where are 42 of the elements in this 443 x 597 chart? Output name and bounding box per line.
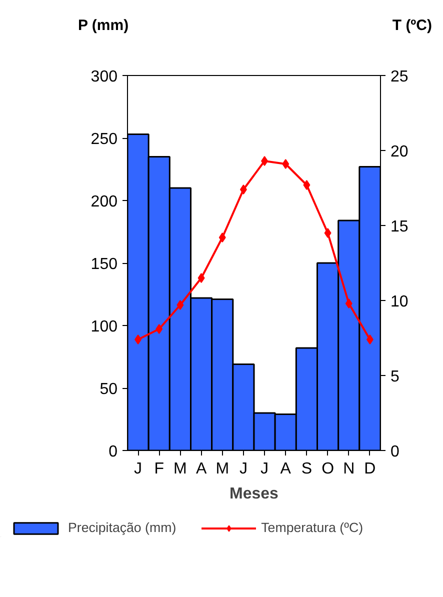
- y-tick-label: 150: [90, 256, 118, 273]
- x-tick-label: O: [322, 460, 334, 478]
- y2-tick-label: 0: [390, 444, 400, 460]
- point: [366, 334, 374, 344]
- y-tick-label: 0: [108, 444, 118, 460]
- point: [282, 159, 290, 169]
- y2-tick-label: 10: [390, 294, 408, 310]
- point: [134, 334, 142, 344]
- y-axis-title: P (mm): [78, 16, 129, 36]
- point: [176, 300, 184, 310]
- x-tick-label: A: [196, 460, 207, 478]
- x-tick-label: M: [216, 460, 230, 478]
- point: [156, 324, 163, 334]
- point: [324, 228, 332, 238]
- y2-tick-label: 15: [390, 218, 408, 236]
- y-tick-label: 300: [90, 68, 118, 86]
- y-tick-label: 200: [90, 194, 118, 210]
- point: [198, 273, 205, 283]
- x-tick-label: J: [260, 460, 269, 478]
- y-tick-label: 250: [90, 131, 118, 148]
- legend-label: Precipitação (mm): [68, 520, 176, 535]
- point: [261, 156, 268, 166]
- y2-axis-title: T (ºC): [392, 16, 432, 36]
- point: [240, 184, 247, 194]
- x-tick-label: M: [174, 460, 187, 478]
- y-tick-label: 100: [90, 318, 118, 336]
- y-tick-label: 50: [100, 381, 118, 398]
- x-tick-label: D: [364, 460, 376, 478]
- x-tick-label: A: [280, 460, 292, 478]
- x-tick-label: J: [134, 460, 142, 478]
- x-tick-label: N: [343, 460, 355, 478]
- point: [345, 298, 352, 308]
- x-tick-label: S: [301, 460, 312, 478]
- point: [303, 180, 310, 190]
- y2-tick-label: 5: [390, 368, 400, 386]
- point: [218, 232, 226, 242]
- y2-tick-label: 25: [390, 68, 408, 86]
- x-tick-label: F: [154, 460, 164, 478]
- legend-label: Temperatura (ºC): [261, 520, 364, 535]
- x-tick-label: J: [239, 460, 248, 478]
- x-axis-title: Meses: [230, 486, 279, 502]
- y2-tick-label: 20: [390, 144, 408, 160]
